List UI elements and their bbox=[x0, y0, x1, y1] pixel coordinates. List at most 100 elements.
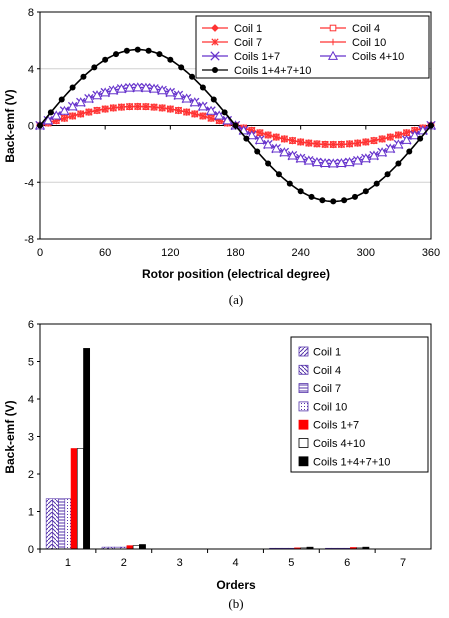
data-point bbox=[123, 47, 130, 54]
legend-marker bbox=[327, 50, 339, 60]
data-point bbox=[181, 93, 192, 103]
legend-swatch bbox=[298, 438, 309, 448]
legend-label: Coil 1 bbox=[313, 347, 341, 359]
legend: Coil 1 Coil 4 Coil 7 Coil 10 Coils 1+7 Coils … bbox=[195, 15, 430, 79]
y-tick-label: 5 bbox=[28, 357, 34, 369]
y-tick-label: 8 bbox=[28, 7, 34, 19]
data-point bbox=[173, 90, 184, 100]
data-point bbox=[311, 156, 323, 167]
bar-coil-7-order-1 bbox=[58, 498, 66, 550]
data-point bbox=[395, 160, 402, 167]
legend-marker bbox=[211, 38, 219, 46]
data-point bbox=[275, 171, 282, 178]
data-point bbox=[305, 139, 313, 147]
data-point bbox=[108, 85, 119, 95]
caption-b: (b) bbox=[228, 596, 243, 611]
data-point bbox=[178, 64, 185, 71]
data-point bbox=[165, 87, 176, 97]
data-point bbox=[264, 131, 272, 139]
legend-swatch bbox=[298, 383, 309, 394]
data-point bbox=[338, 141, 345, 148]
data-point bbox=[373, 180, 380, 187]
legend-item-coils-1-4-7-10: Coils 1+4+7+10 bbox=[298, 456, 390, 468]
y-tick-label: -4 bbox=[24, 177, 34, 189]
legend-item-coil-4: Coil 4 bbox=[320, 23, 380, 35]
data-point bbox=[210, 96, 217, 103]
legend-item-coil-7: Coil 7 bbox=[298, 383, 341, 395]
line-chart: 840-4-8 0 60 120 180 240 300 360 Back-emf (V) … bbox=[3, 7, 440, 307]
legend-item-coils-1-7: Coils 1+7 bbox=[202, 51, 280, 63]
x-tick-labels: 1 2 3 4 5 6 7 bbox=[39, 549, 406, 569]
legend-item-coils-4-10: Coils 4+10 bbox=[320, 50, 404, 63]
data-point bbox=[319, 197, 326, 204]
data-point bbox=[308, 193, 315, 200]
data-point bbox=[118, 103, 125, 111]
legend-item-coil-7: Coil 7 bbox=[202, 37, 262, 49]
bar-coil-1-order-1 bbox=[45, 498, 53, 550]
x-tick-label: 5 bbox=[288, 557, 294, 569]
legend-swatch bbox=[298, 346, 309, 357]
data-point bbox=[101, 105, 109, 113]
data-point bbox=[409, 130, 420, 140]
data-point bbox=[69, 84, 76, 91]
data-point bbox=[189, 97, 200, 107]
legend-marker bbox=[211, 24, 219, 32]
legend-label: Coils 1+4+7+10 bbox=[234, 65, 311, 77]
data-point bbox=[100, 87, 111, 97]
x-tick-label: 4 bbox=[232, 557, 238, 569]
x-tick-label: 240 bbox=[291, 247, 309, 259]
data-point bbox=[362, 138, 370, 146]
data-point bbox=[91, 90, 103, 100]
legend-item-coils-4-10: Coils 4+10 bbox=[298, 438, 365, 450]
legend-box bbox=[290, 336, 429, 473]
data-point bbox=[77, 110, 84, 118]
x-tick-label: 1 bbox=[65, 557, 71, 569]
y-tick-labels: 8 4 0 -4 -8 bbox=[24, 7, 40, 246]
data-point bbox=[246, 130, 257, 140]
data-point bbox=[156, 51, 163, 58]
data-point bbox=[157, 85, 168, 95]
data-point bbox=[243, 135, 250, 142]
data-point bbox=[134, 103, 141, 110]
legend-marker bbox=[329, 38, 337, 46]
y-axis-label: Back-emf (V) bbox=[3, 400, 17, 473]
bar-coil-10-order-1 bbox=[64, 498, 72, 550]
data-point bbox=[132, 82, 143, 92]
y-tick-label: 4 bbox=[28, 64, 34, 76]
data-point bbox=[395, 131, 402, 139]
data-point bbox=[199, 84, 206, 91]
data-point bbox=[297, 188, 304, 195]
data-point bbox=[206, 105, 217, 115]
data-point bbox=[401, 134, 412, 144]
data-point bbox=[254, 134, 265, 144]
data-point bbox=[75, 97, 86, 107]
legend-label: Coil 4 bbox=[352, 23, 380, 35]
x-axis-label: Orders bbox=[216, 578, 256, 592]
legend-label: Coil 7 bbox=[234, 37, 262, 49]
data-point bbox=[378, 135, 386, 143]
data-point bbox=[344, 156, 355, 167]
data-point bbox=[346, 140, 353, 148]
data-point bbox=[263, 139, 274, 149]
data-point bbox=[61, 115, 68, 122]
data-point bbox=[330, 141, 337, 148]
data-point bbox=[254, 148, 261, 155]
data-point bbox=[393, 139, 404, 149]
data-point bbox=[221, 109, 228, 116]
data-point bbox=[199, 112, 207, 120]
x-tick-label: 2 bbox=[121, 557, 127, 569]
data-point bbox=[222, 115, 233, 125]
data-point bbox=[102, 56, 109, 63]
y-tick-label: 0 bbox=[28, 121, 34, 133]
legend-label: Coil 10 bbox=[313, 401, 347, 413]
y-tick-label: -8 bbox=[24, 234, 34, 246]
data-point bbox=[384, 171, 391, 178]
data-point bbox=[360, 153, 371, 163]
data-point bbox=[385, 143, 396, 153]
legend-item-coil-1: Coil 1 bbox=[298, 346, 341, 359]
bar-group bbox=[45, 348, 370, 550]
data-point bbox=[214, 110, 225, 120]
y-tick-label: 3 bbox=[28, 432, 34, 444]
y-axis-label: Back-emf (V) bbox=[3, 89, 17, 162]
legend-item-coils-1-4-7-10: Coils 1+4+7+10 bbox=[202, 65, 311, 77]
